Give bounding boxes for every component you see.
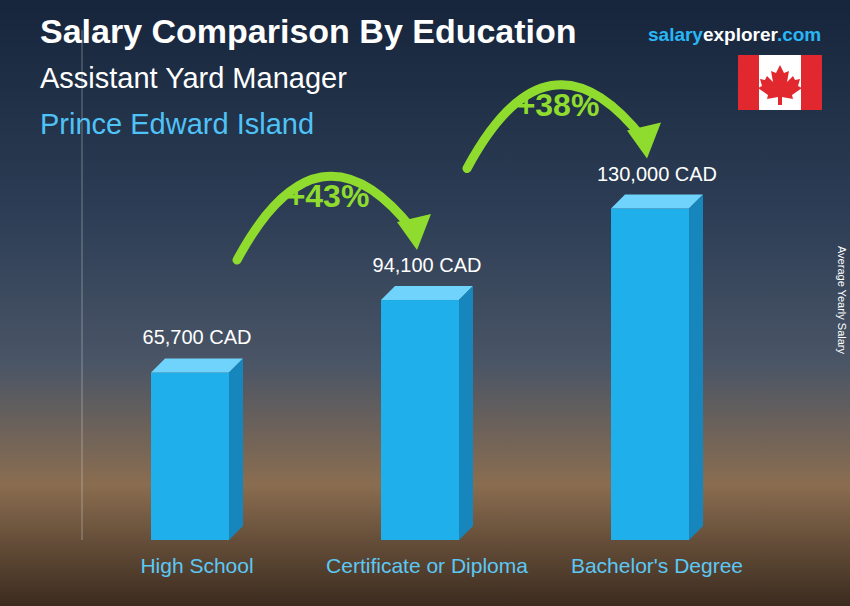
svg-text:High School: High School bbox=[140, 554, 253, 577]
html-text:Assistant Yard Manager: Assistant Yard Manager bbox=[40, 62, 347, 94]
svg-text:+38%: +38% bbox=[517, 87, 600, 123]
svg-text:+43%: +43% bbox=[287, 178, 370, 214]
html-text:salary explorer.com: salary explorer.com bbox=[648, 24, 822, 45]
svg-text:Certificate or Diploma: Certificate or Diploma bbox=[326, 554, 528, 577]
svg-text:130,000 CAD: 130,000 CAD bbox=[597, 163, 717, 185]
html-text:Salary Comparison By Education: Salary Comparison By Education bbox=[40, 12, 577, 50]
html-text:Prince Edward Island: Prince Edward Island bbox=[40, 108, 314, 140]
svg-text:65,700 CAD: 65,700 CAD bbox=[143, 326, 252, 348]
html-text:Average Yearly Salary: Average Yearly Salary bbox=[836, 246, 848, 354]
svg-text:94,100 CAD: 94,100 CAD bbox=[373, 254, 482, 276]
svg-text:Bachelor's Degree: Bachelor's Degree bbox=[571, 554, 743, 577]
